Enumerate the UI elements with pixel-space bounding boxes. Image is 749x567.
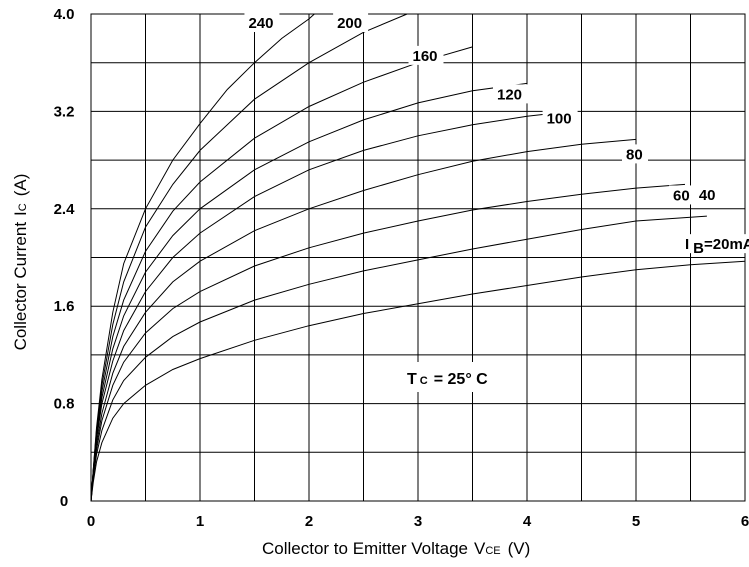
y-tick-label: 4.0 [54, 6, 75, 23]
curve-label-background [622, 144, 648, 164]
series-line [90, 138, 637, 502]
annotation-background [398, 362, 526, 392]
curves [90, 13, 746, 502]
x-tick-label: 4 [523, 513, 532, 530]
y-tick-label: 2.4 [54, 201, 76, 218]
x-tick-label: 5 [632, 513, 640, 530]
curve-label-background [408, 45, 444, 65]
y-tick-label: 1.6 [54, 298, 75, 315]
y-tick-labels: 0 0.8 1.6 2.4 3.2 4.0 [54, 6, 76, 510]
series-line [90, 183, 686, 502]
y-axis-title: Collector CurrentIC(A) [11, 174, 30, 351]
series-line [90, 215, 707, 502]
x-tick-label: 2 [305, 513, 313, 530]
grid [91, 14, 745, 501]
curve-label: 240 [248, 15, 273, 32]
curve-label-background [333, 13, 369, 32]
curve-label: 160 [413, 48, 438, 65]
curve-label-background [694, 185, 721, 205]
plot-frame [90, 13, 746, 502]
curve-label-background [669, 185, 696, 205]
curve-label: 200 [337, 15, 362, 32]
curve-label: 100 [547, 110, 572, 127]
y-tick-label: 0.8 [54, 396, 75, 413]
series-line [90, 82, 528, 502]
curve-label: 120 [497, 86, 522, 103]
svg-text:TC= 25° C: T C = 25° C [407, 371, 488, 388]
x-tick-labels: 0 1 2 3 4 5 6 [87, 513, 749, 530]
x-axis-title: Collector to Emitter Voltage VCE (V) [262, 539, 530, 558]
curve-labels: 240 200 160 120 100 80 60 40 I B=20mA [244, 13, 749, 257]
curve-label: I B=20mA [685, 236, 749, 257]
x-tick-label: 0 [87, 513, 95, 530]
temperature-annotation: T C = 25° C [398, 362, 526, 392]
series-line [90, 110, 571, 502]
curve-label: 40 [699, 187, 716, 204]
x-tick-label: 1 [196, 513, 204, 530]
series-line [90, 260, 746, 502]
curve-label: 60 [673, 187, 690, 204]
x-tick-label: 3 [414, 513, 422, 530]
curve-label-background [244, 13, 280, 32]
y-tick-label: 0 [60, 493, 68, 510]
curve-label-background [493, 84, 528, 104]
curve-label-background [681, 234, 749, 254]
y-tick-label: 3.2 [54, 103, 75, 120]
curve-label: 80 [626, 146, 643, 163]
x-tick-label: 6 [741, 513, 749, 530]
series-line [90, 46, 473, 502]
curve-label-background [542, 108, 578, 128]
